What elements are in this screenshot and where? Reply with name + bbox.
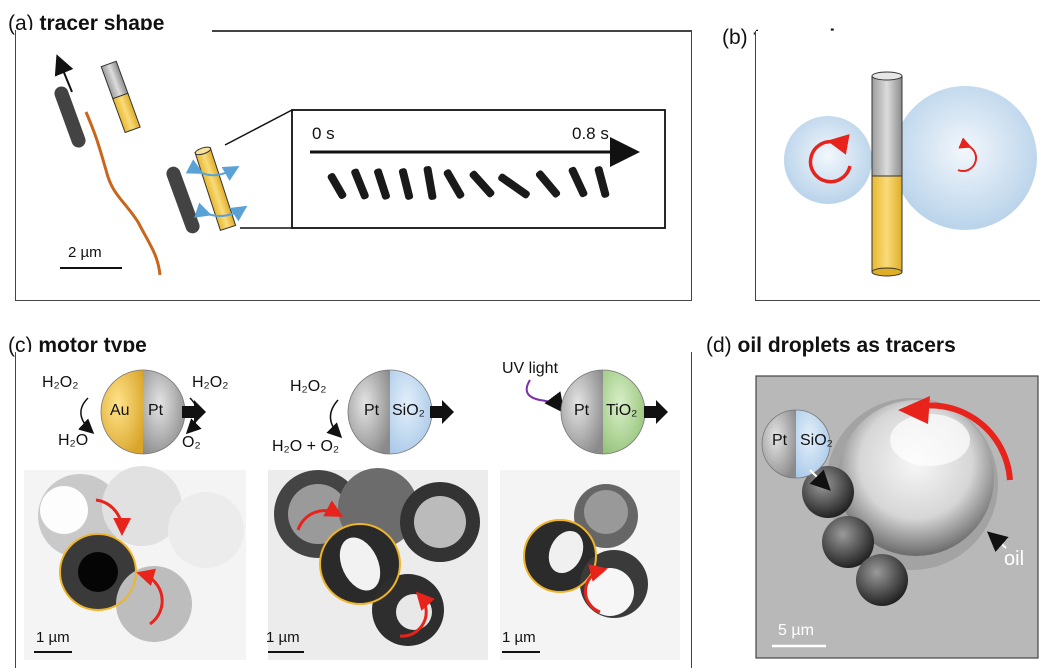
motor2-half-right: SiO₂ [392, 402, 425, 419]
motor2-reaction-arrow [326, 399, 343, 439]
motor3-trigger: UV light [502, 360, 559, 377]
panel-a-title: (a) tracer shape [8, 12, 164, 36]
panel-d-title: (d) oil droplets as tracers [706, 334, 956, 358]
rod-schematic-1 [100, 60, 141, 134]
motor1-highlight-ring [59, 533, 137, 611]
motor1-product-right: O₂ [182, 434, 201, 451]
motor2-propulsion-arrow [430, 400, 454, 424]
motor1-left-reaction-arrow [78, 397, 95, 435]
panel-d-half-right: SiO₂ [800, 432, 833, 449]
motor1-reactant-left: H₂O₂ [42, 374, 79, 391]
panel-c-letter: (c) [8, 334, 33, 357]
motor1-scale-bar-label: 1 µm [36, 629, 70, 646]
motor1-half-left: Au [110, 402, 130, 419]
panel-a-top-rule [212, 30, 692, 32]
panel-c-title: (c) motor type [8, 334, 147, 358]
oil-rotation-arrowhead [898, 396, 930, 424]
panel-d-scale-bar-label: 5 µm [778, 622, 814, 639]
motor3-propulsion-arrow [644, 400, 668, 424]
motor1-rotation-arrow-1 [95, 498, 132, 536]
rod-blur-2 [166, 166, 200, 234]
rod-snapshots [327, 166, 610, 200]
scale-bar-a-label: 2 µm [68, 244, 102, 261]
large-bubble [893, 86, 1037, 230]
motor2-micrograph [268, 468, 488, 660]
panel-a-letter: (a) [8, 12, 34, 35]
panel-d-heading: oil droplets as tracers [737, 334, 956, 357]
inset-start-time: 0 s [312, 124, 335, 143]
panel-b-letter: (b) [722, 26, 748, 49]
motor-pointer-arrow [809, 469, 831, 491]
time-inset-box [291, 109, 666, 229]
panel-c-heading: motor type [38, 334, 147, 357]
motor3-half-right: TiO₂ [606, 402, 638, 419]
panel-d-half-left: Pt [772, 432, 788, 449]
motor3-half-left: Pt [574, 402, 590, 419]
motor3-rotation-arrow [583, 564, 608, 614]
motor3-janus-sphere [560, 369, 646, 455]
rod-blur-1 [54, 86, 86, 148]
motor2-highlight-ring [319, 523, 401, 605]
motor2-reactant: H₂O₂ [290, 378, 327, 395]
size-rod-gray [871, 75, 903, 177]
motor1-reactant-right: H₂O₂ [192, 374, 229, 391]
size-rod-gold [871, 175, 903, 273]
motor2-rotation-arrow-1 [296, 500, 344, 531]
motor2-half-left: Pt [364, 402, 380, 419]
motion-arrow [54, 54, 74, 93]
motor2-products: H₂O + O₂ [272, 438, 340, 455]
motor1-half-right: Pt [148, 402, 164, 419]
motor2-rotation-arrow-2 [399, 591, 435, 638]
small-bubble-rotation-arrow [808, 134, 852, 184]
uv-light-ray [525, 379, 565, 414]
panel-d-letter: (d) [706, 334, 732, 357]
motor-ball-3 [856, 554, 908, 606]
inset-end-time: 0.8 s [572, 124, 609, 143]
motor3-scale-bar-label: 1 µm [502, 629, 536, 646]
oil-label: oil [1004, 548, 1025, 570]
motor1-product-left: H₂O [58, 432, 89, 449]
motor2-scale-bar-label: 1 µm [266, 629, 300, 646]
motor1-propulsion-arrow [182, 400, 206, 424]
large-bubble-rotation-arrow [957, 137, 977, 172]
motor-ball-2 [822, 516, 874, 568]
small-bubble [784, 116, 872, 204]
motor1-rotation-arrow-2 [136, 568, 164, 626]
rotation-arrow-top [185, 159, 240, 181]
oil-pointer-arrow [986, 531, 1009, 553]
panel-a-heading: tracer shape [39, 12, 165, 35]
rotation-arrow-bottom [194, 202, 248, 222]
motor3-micrograph [500, 470, 680, 660]
motor1-janus-sphere [100, 369, 186, 455]
zoom-line-top [224, 109, 293, 146]
panel-d-janus-sphere [761, 409, 831, 479]
trajectory-path [84, 111, 162, 276]
motor2-janus-sphere [347, 369, 433, 455]
motor3-highlight-ring [523, 519, 597, 593]
motor1-micrograph [24, 466, 246, 660]
